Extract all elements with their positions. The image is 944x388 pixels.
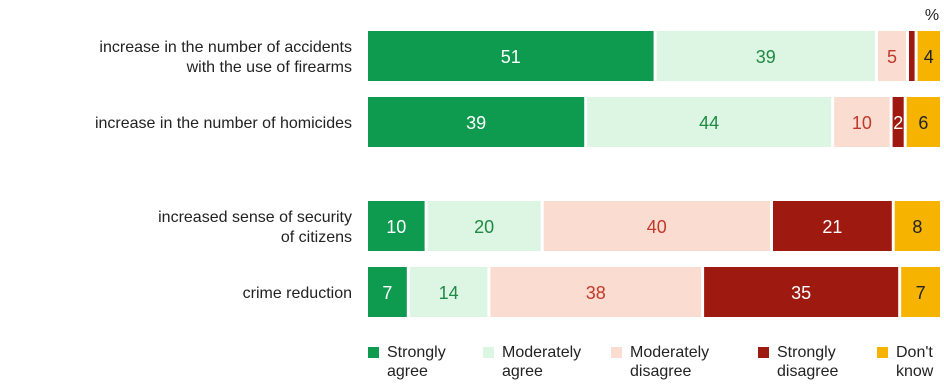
bar-segment [909,31,915,81]
legend-item: Moderately disagree [611,343,709,381]
legend-swatch [483,347,494,358]
bars: 51 39 5 4 39 44 10 2 6 10 20 40 21 8 7 14 38 35 7 [368,31,940,317]
data-label: 14 [439,283,459,303]
legend-item: Don't know [877,343,933,381]
bar-segment [543,201,770,251]
legend-item: Strongly disagree [758,343,838,381]
legend-swatch [758,347,769,358]
bar-segment [773,201,892,251]
data-label: 8 [912,217,922,237]
legend-item: Strongly agree [368,343,446,381]
data-label: 39 [756,47,776,67]
bar-segment [368,201,425,251]
bar-segment [878,31,906,81]
data-label: 39 [466,113,486,133]
bar-segment [917,31,940,81]
bar-segment [906,97,940,147]
data-label: 10 [852,113,872,133]
data-label: 6 [918,113,928,133]
legend-swatch [877,347,888,358]
category-label: increase in the number of accidents with … [99,39,352,76]
legend-label: Moderately disagree [630,344,710,380]
data-label: 40 [647,217,667,237]
category-labels: increase in the number of accidents with … [95,39,352,302]
bar-segment [894,201,940,251]
unit-label: % [925,7,939,24]
category-label: increase in the number of homicides [95,115,352,132]
category-label: crime reduction [243,285,352,302]
data-label: 35 [791,283,811,303]
data-label: 44 [699,113,719,133]
data-label: 10 [386,217,406,237]
bar-segment [834,97,890,147]
bar-segment [409,267,488,317]
legend-swatch [611,347,622,358]
category-label: increased sense of security of citizens [158,209,352,246]
legend-swatch [368,347,379,358]
bar-segment [892,97,904,147]
data-label: 4 [924,47,934,67]
bar-segment [901,267,940,317]
bar-segment [368,97,585,147]
data-label: 5 [887,47,897,67]
data-label: 51 [501,47,521,67]
data-label: 21 [822,217,842,237]
legend-item: Moderately agree [483,343,581,381]
legend: Strongly agree Moderately agree Moderately… [368,343,944,387]
legend-label: Don't know [896,344,934,380]
bar-segment [368,267,407,317]
data-label: 38 [586,283,606,303]
bar-segment [368,31,654,81]
bar-segment [490,267,702,317]
bar-segment [656,31,875,81]
bar-segment [704,267,899,317]
data-label: 7 [382,283,392,303]
data-label: 2 [893,113,903,133]
legend-label: Strongly disagree [777,344,839,380]
bar-segment [427,201,541,251]
data-label: 20 [474,217,494,237]
data-label: 7 [916,283,926,303]
bar-segment [587,97,832,147]
legend-label: Strongly agree [387,344,446,380]
legend-label: Moderately agree [502,344,582,380]
